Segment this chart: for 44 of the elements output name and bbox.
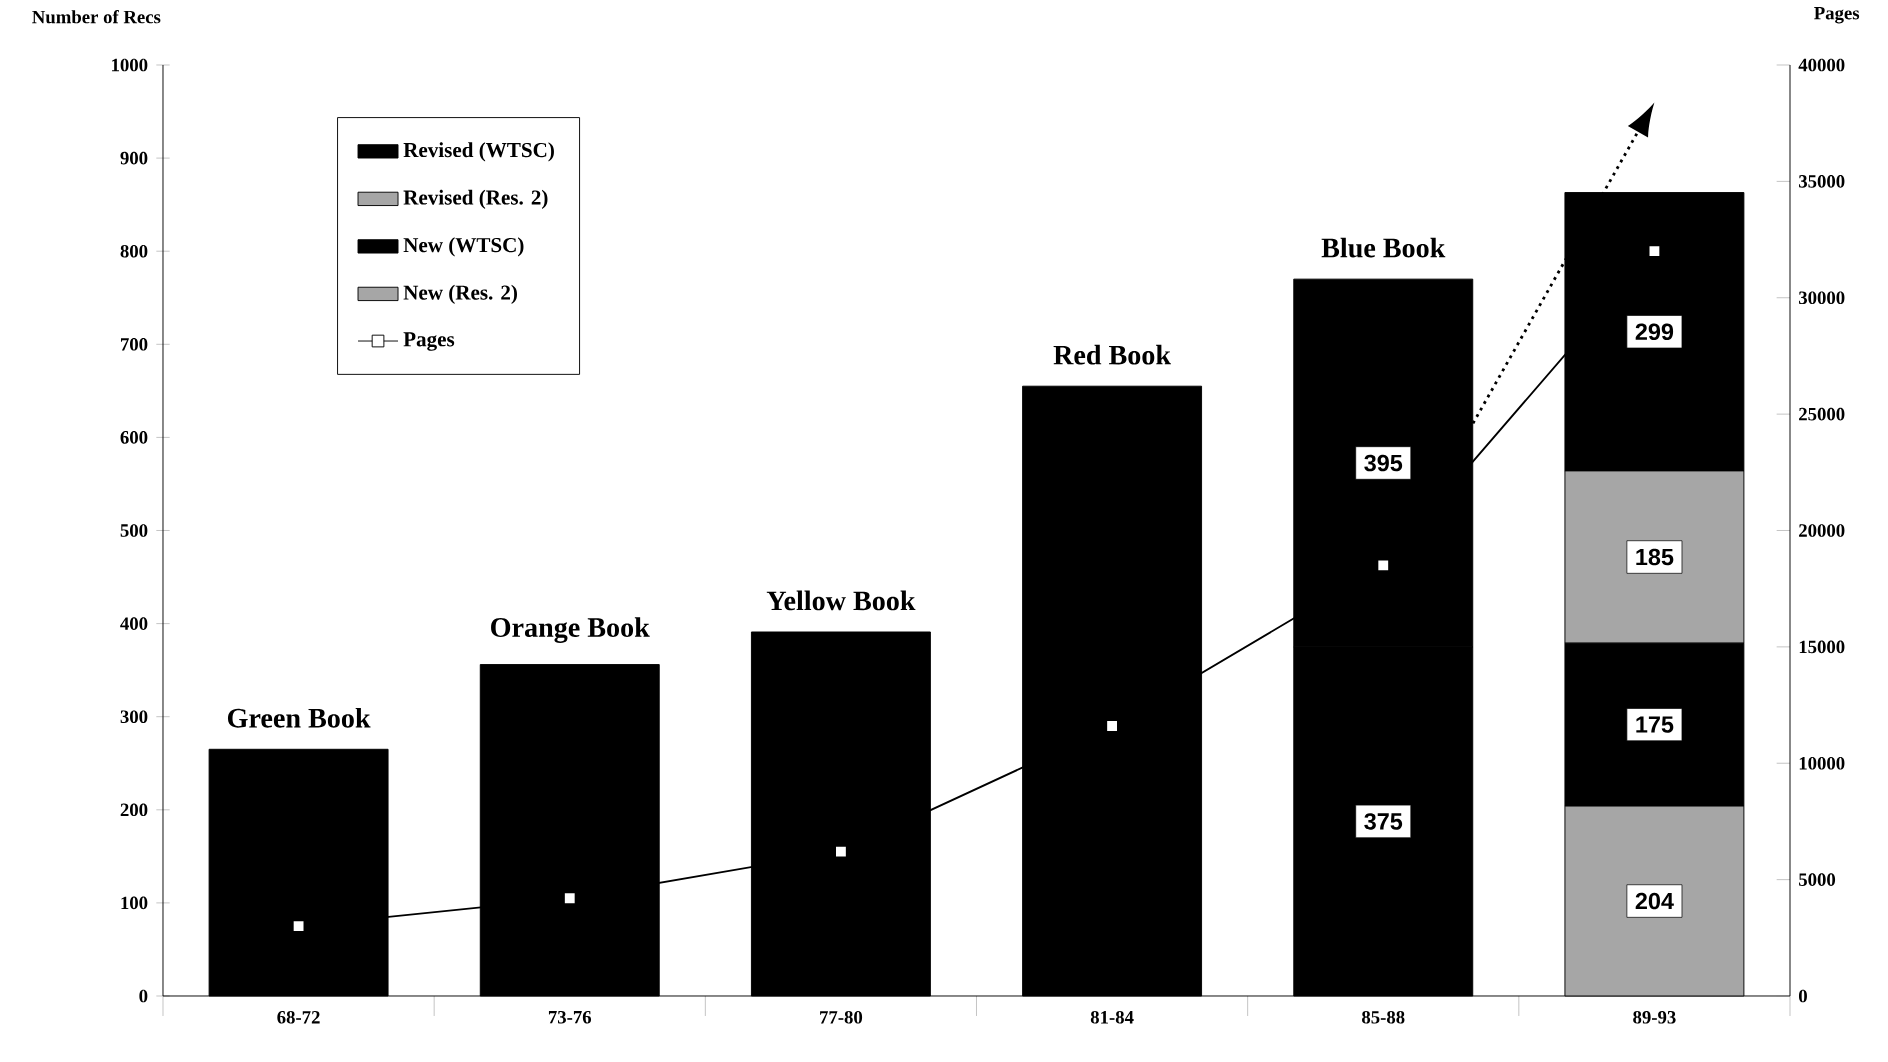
legend-label: New (Res. 2) [403,284,518,304]
y2-tick-label: 30000 [1798,291,1845,305]
data-label: 204 [1635,892,1674,910]
y-tick-label: 100 [121,896,148,910]
y2-tick-label: 0 [1798,989,1807,1003]
annotation: Blue Book [1321,237,1446,258]
annotation: Yellow Book [766,590,916,611]
y2-tick-label: 25000 [1799,407,1845,421]
y-axis-title: Number of Recs [32,9,161,24]
x-tick-label: 81-84 [1090,1010,1134,1024]
y-tick-label: 900 [120,151,148,165]
x-tick-label: 89-93 [1633,1010,1676,1024]
data-label: 175 [1636,716,1674,733]
x-tick-label: 68-72 [277,1010,320,1024]
data-label: 375 [1364,813,1403,830]
x-tick-label: 85-88 [1362,1010,1405,1024]
y-tick-label: 300 [120,710,148,724]
y-tick-label: 500 [120,524,148,537]
data-label: 185 [1636,548,1674,566]
y-tick-label: 700 [121,337,148,351]
x-tick-label: 77-80 [820,1010,863,1024]
y-tick-label: 400 [120,617,148,630]
annotation: Green Book [227,707,371,728]
y2-tick-label: 20000 [1799,524,1845,537]
y2-tick-label: 40000 [1798,58,1845,72]
y-tick-label: 200 [120,803,148,817]
y-tick-label: 1000 [112,58,148,72]
y2-tick-label: 15000 [1799,640,1845,654]
y2-axis-title: Pages [1814,6,1860,24]
x-tick-label: 73-76 [548,1010,592,1024]
legend-label: Revised (Res. 2) [403,189,548,209]
legend-label: Revised (WTSC) [403,142,554,162]
data-label: 299 [1635,323,1674,341]
y-tick-label: 800 [120,244,148,258]
legend-label: New (WTSC) [403,237,524,257]
y2-tick-label: 5000 [1799,873,1836,886]
y-tick-label: 600 [120,431,148,444]
y2-tick-label: 35000 [1798,175,1845,188]
y2-tick-label: 10000 [1799,756,1845,770]
y-tick-label: 0 [139,989,148,1003]
data-label: 395 [1364,454,1403,472]
annotation: Red Book [1053,344,1171,365]
annotation: Orange Book [491,617,650,643]
legend-label: Pages [403,332,455,351]
